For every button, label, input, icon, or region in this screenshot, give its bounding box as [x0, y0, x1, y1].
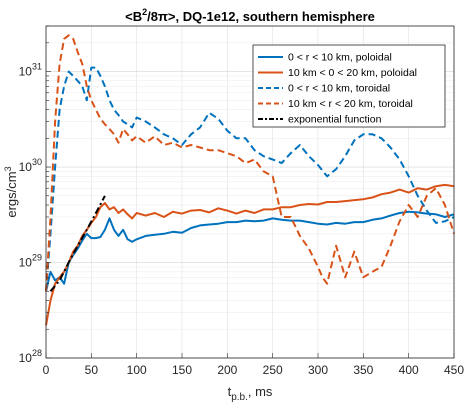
series-line-0-r-10-km-poloidal	[45, 210, 455, 292]
y-tick-label: 1030	[19, 157, 42, 174]
legend-label: exponential function	[288, 114, 382, 126]
x-tick-label: 200	[217, 363, 237, 377]
x-tick-label: 300	[308, 363, 328, 377]
legend-label: 10 km < 0 < 20 km, poloidal	[288, 67, 417, 79]
x-tick-label: 400	[399, 363, 419, 377]
legend: 0 < r < 10 km, poloidal 10 km < 0 < 20 km…	[252, 44, 446, 128]
legend-box	[252, 44, 446, 128]
x-tick-label: 150	[172, 363, 192, 377]
y-tick-label: 1029	[19, 253, 42, 270]
y-tick-label: 1028	[19, 348, 42, 365]
x-tick-label: 350	[353, 363, 373, 377]
legend-label: 10 km < r < 20 km, toroidal	[288, 98, 413, 110]
y-tick-label: 1031	[19, 62, 42, 79]
legend-label: 0 < r < 10 km, poloidal	[288, 52, 392, 64]
series-line-10-km-r-20-km-toroidal	[45, 34, 455, 292]
x-tick-label: 0	[43, 363, 50, 377]
x-tick-label: 100	[127, 363, 147, 377]
ticks: 0 50 100 150 200 250 300 350 400 450 1028 1029 1030 1…	[19, 25, 464, 377]
series-line-exponential-function	[49, 195, 106, 292]
x-tick-label: 450	[444, 363, 464, 377]
legend-label: 0 < r < 10 km, toroidal	[288, 83, 390, 95]
series-line-0-r-10-km-toroidal	[45, 66, 455, 292]
y-axis-label: ergs/cm3	[3, 166, 19, 217]
x-tick-label: 250	[263, 363, 283, 377]
series-line-10-km-0-20-km-poloidal	[45, 183, 455, 326]
plot-frame	[45, 25, 455, 359]
chart-title: <B2/8π>, DQ-1e12, southern hemisphere	[125, 7, 375, 24]
series-layer	[45, 34, 455, 326]
x-tick-label: 50	[85, 363, 99, 377]
x-axis-label: tp.b., ms	[228, 384, 273, 403]
